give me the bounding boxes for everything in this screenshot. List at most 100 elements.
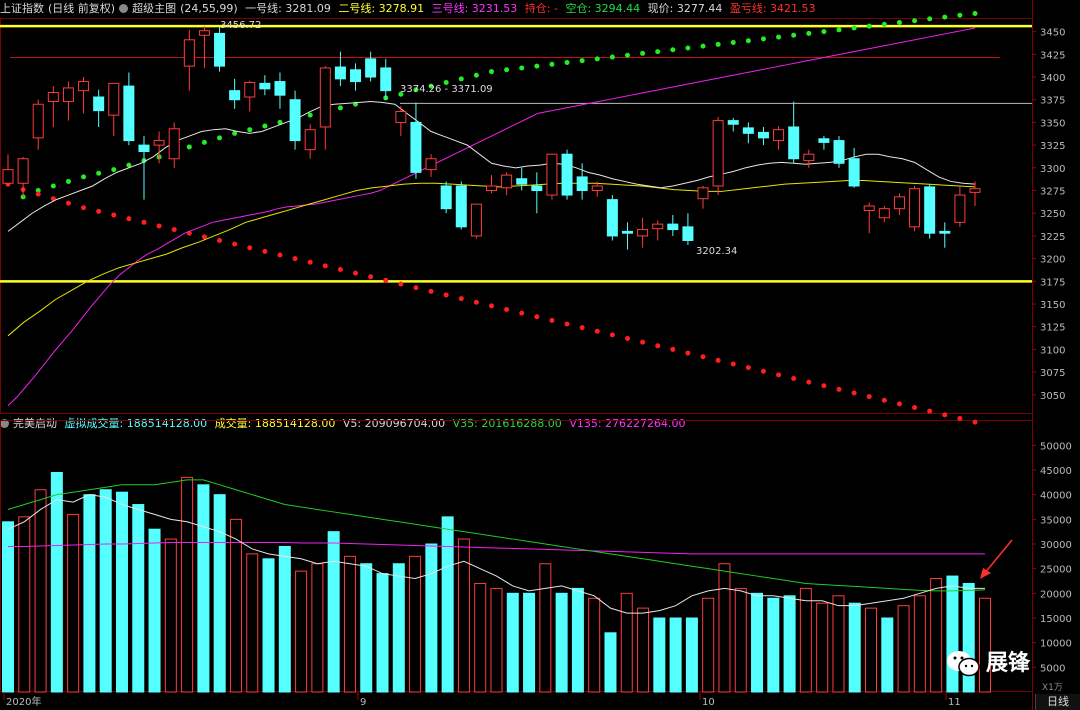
- candle-body: [350, 69, 362, 83]
- stop-dot-red: [594, 328, 600, 334]
- stop-dot-red: [292, 256, 298, 262]
- candle-body: [289, 99, 301, 142]
- stop-dot-red: [851, 390, 857, 396]
- v135-line: [8, 542, 985, 555]
- candle-body: [863, 205, 875, 212]
- vol-tick-label: 15000: [1040, 614, 1072, 625]
- y-tick-label: 3175: [1040, 277, 1065, 288]
- empty-value: 空仓: 3294.44: [565, 2, 641, 15]
- candle-body: [93, 96, 105, 112]
- volume-bar: [295, 570, 308, 693]
- stop-dot-red: [760, 368, 766, 374]
- y-tick-label: 3325: [1040, 141, 1065, 152]
- stop-dot-red: [111, 212, 117, 218]
- candle-body: [380, 67, 392, 92]
- index-name[interactable]: 上证指数: [0, 2, 44, 15]
- candle-body: [546, 153, 558, 196]
- stop-dot-green: [927, 16, 933, 22]
- indicator-name[interactable]: 超级主图: [132, 2, 177, 15]
- stop-dot-red: [564, 321, 570, 327]
- volume-bar: [865, 607, 878, 693]
- vol-tick-label: 40000: [1040, 491, 1072, 502]
- vol-unit-label: X1万: [1042, 683, 1063, 693]
- line1-value: 一号线: 3281.09: [245, 2, 331, 15]
- volume-bar: [799, 587, 812, 693]
- settings-dot-icon[interactable]: [0, 419, 9, 428]
- candle-body: [893, 196, 905, 210]
- stop-dot-green: [791, 32, 797, 38]
- stop-dot-green: [881, 21, 887, 27]
- stop-dot-green: [201, 139, 207, 145]
- candle-body: [455, 185, 467, 228]
- candle-body: [17, 158, 29, 184]
- stop-dot-red: [609, 332, 615, 338]
- candle-body: [591, 185, 603, 192]
- volume-bar: [246, 553, 259, 693]
- stop-dot-red: [247, 245, 253, 251]
- pointer-arrow-head: [980, 568, 991, 579]
- candle-body: [667, 223, 679, 231]
- stop-dot-green: [760, 36, 766, 42]
- candle-body: [319, 67, 331, 128]
- volume-bar: [278, 545, 291, 693]
- volume-bar: [115, 491, 128, 693]
- stop-dot-red: [836, 386, 842, 392]
- stop-dot-red: [730, 361, 736, 367]
- candle-body: [214, 32, 226, 67]
- volume-bar: [685, 617, 698, 693]
- volume-bar: [539, 563, 552, 693]
- stop-dot-red: [866, 394, 872, 400]
- stop-dot-green: [35, 188, 41, 194]
- candle-body: [229, 90, 241, 101]
- stop-dot-red: [337, 267, 343, 273]
- candle-body: [818, 138, 830, 143]
- v35-line: [7, 479, 986, 592]
- stop-dot-red: [141, 219, 147, 225]
- volume-bar: [913, 595, 926, 693]
- candle-body: [727, 120, 739, 125]
- volume-bar: [148, 528, 161, 693]
- candle-body: [848, 158, 860, 187]
- volume-bar: [604, 632, 617, 693]
- stop-dot-red: [262, 248, 268, 254]
- stop-dot-red: [624, 336, 630, 342]
- price-annotation: 3456.72: [220, 20, 261, 31]
- stop-dot-red: [489, 303, 494, 309]
- stop-dot-green: [398, 91, 404, 97]
- volume-bar: [213, 494, 226, 693]
- chart-mode[interactable]: (日线 前复权): [48, 2, 116, 15]
- settings-dot-icon[interactable]: [119, 4, 129, 13]
- stop-dot-red: [171, 227, 177, 233]
- stop-dot-red: [413, 285, 419, 291]
- stop-dot-green: [700, 43, 706, 49]
- candle-body: [198, 30, 210, 36]
- volume-bar: [376, 573, 389, 693]
- stop-dot-red: [65, 200, 71, 206]
- stop-dot-green: [836, 27, 842, 33]
- candle-body: [123, 85, 135, 142]
- volume-bar: [392, 563, 405, 693]
- stop-dot-green: [50, 183, 56, 189]
- stop-dot-green: [942, 14, 948, 20]
- volume-bar: [571, 587, 584, 693]
- volume-bar: [832, 595, 845, 693]
- stop-dot-green: [262, 123, 268, 129]
- stop-dot-red: [428, 288, 434, 294]
- volume-bar: [930, 578, 943, 693]
- volume-bar: [360, 563, 373, 693]
- stop-dot-green: [217, 135, 223, 141]
- volume-bar: [409, 555, 422, 693]
- candle-body: [697, 187, 709, 200]
- stop-dot-red: [519, 310, 525, 316]
- stop-dot-green: [186, 144, 192, 150]
- stop-dot-red: [217, 237, 223, 243]
- candle-body: [773, 129, 785, 142]
- volume-bar: [653, 617, 666, 693]
- stop-dot-green: [413, 87, 419, 93]
- stop-dot-green: [685, 45, 691, 51]
- period-tab[interactable]: 日线: [1035, 694, 1080, 710]
- stop-dot-green: [806, 30, 812, 36]
- volume-bar: [457, 538, 470, 693]
- stop-dot-red: [504, 306, 510, 312]
